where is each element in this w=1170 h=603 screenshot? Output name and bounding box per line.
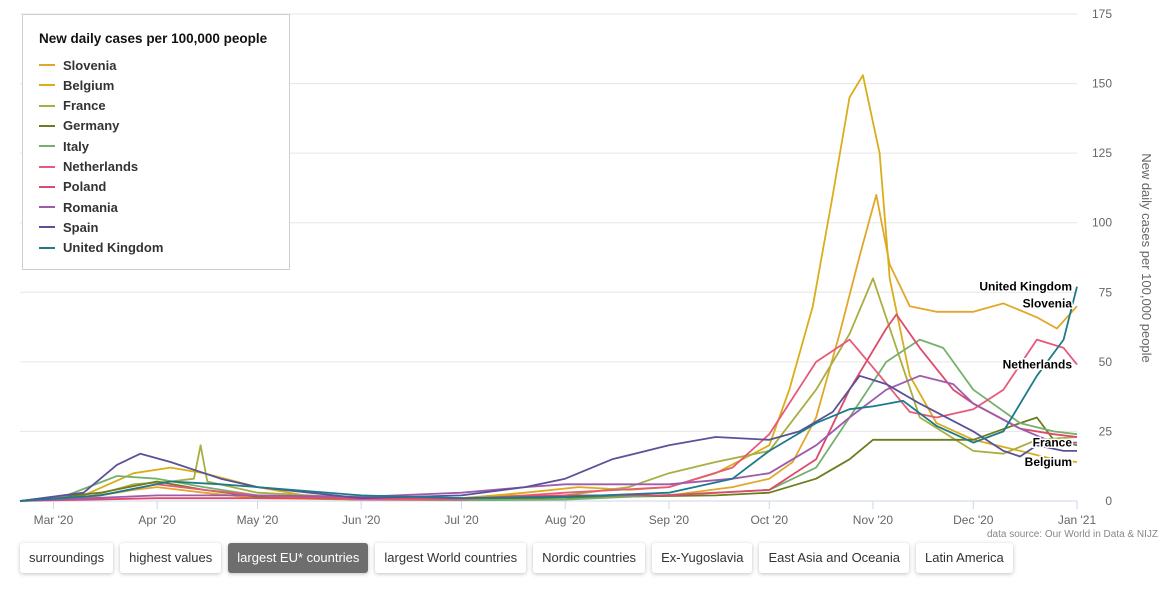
legend-label: Romania — [63, 199, 118, 215]
tab-east-asia-and-oceania[interactable]: East Asia and Oceania — [759, 543, 909, 573]
legend-item-united-kingdom[interactable]: United Kingdom — [39, 239, 163, 257]
x-tick-label: Mar '20 — [34, 513, 74, 527]
x-tick-label: Jun '20 — [342, 513, 381, 527]
x-tick-label: Nov '20 — [853, 513, 894, 527]
legend-label: France — [63, 98, 106, 114]
tab-largest-eu-countries[interactable]: largest EU* countries — [228, 543, 369, 573]
y-axis: 0 25 50 75 100 125 150 175 — [1092, 7, 1112, 508]
y-tick-label: 0 — [1105, 494, 1112, 508]
tab-latin-america[interactable]: Latin America — [915, 543, 1013, 573]
legend: New daily cases per 100,000 people Slove… — [22, 14, 290, 270]
legend-item-romania[interactable]: Romania — [39, 198, 118, 216]
x-tick-label: Oct '20 — [750, 513, 788, 527]
legend-item-france[interactable]: France — [39, 97, 106, 115]
legend-item-italy[interactable]: Italy — [39, 137, 89, 155]
end-label: United Kingdom — [979, 280, 1072, 294]
y-tick-label: 175 — [1092, 7, 1112, 21]
tab-nordic-countries[interactable]: Nordic countries — [533, 543, 646, 573]
end-label: Belgium — [1025, 455, 1072, 469]
legend-swatch — [39, 84, 55, 87]
series-line-italy[interactable] — [19, 338, 1078, 502]
x-axis: Mar '20 Apr '20 May '20 Jun '20 Jul '20 Aug '… — [34, 501, 1097, 527]
y-tick-label: 75 — [1099, 285, 1113, 299]
y-tick-label: 50 — [1099, 355, 1113, 369]
legend-swatch — [39, 124, 55, 127]
legend-item-spain[interactable]: Spain — [39, 218, 98, 236]
legend-swatch — [39, 185, 55, 188]
legend-item-netherlands[interactable]: Netherlands — [39, 158, 138, 176]
data-source-note: data source: Our World in Data & NIJZ — [987, 529, 1158, 540]
legend-label: Netherlands — [63, 159, 139, 174]
legend-swatch — [39, 64, 55, 66]
legend-title: New daily cases per 100,000 people — [39, 31, 268, 46]
series-line-spain[interactable] — [19, 374, 1077, 502]
x-tick-label: Apr '20 — [138, 513, 176, 527]
legend-swatch — [39, 145, 55, 148]
legend-swatch — [39, 165, 55, 168]
legend-label: Spain — [63, 219, 99, 235]
x-tick-label: Dec '20 — [953, 513, 994, 527]
tab-highest-values[interactable]: highest values — [120, 543, 222, 573]
series-line-germany[interactable] — [19, 416, 1078, 502]
end-label: France — [1033, 436, 1073, 450]
legend-item-germany[interactable]: Germany — [39, 117, 119, 135]
tab-ex-yugoslavia[interactable]: Ex-Yugoslavia — [652, 543, 753, 573]
legend-swatch — [39, 246, 55, 249]
legend-label: Slovenia — [63, 57, 117, 73]
end-label: Slovenia — [1023, 296, 1073, 310]
series-line-netherlands[interactable] — [19, 338, 1078, 502]
legend-label: United Kingdom — [63, 240, 164, 256]
legend-label: Germany — [63, 118, 120, 134]
series-lines — [19, 74, 1078, 502]
x-tick-label: Sep '20 — [649, 513, 690, 527]
legend-label: Belgium — [63, 77, 115, 93]
y-tick-label: 150 — [1092, 77, 1112, 91]
x-tick-label: Aug '20 — [545, 513, 586, 527]
chart-selector-tabs: surroundings highest values largest EU* co… — [20, 543, 1020, 573]
legend-label: Italy — [63, 138, 90, 154]
y-tick-label: 125 — [1092, 146, 1112, 160]
tab-largest-world-countries[interactable]: largest World countries — [375, 543, 527, 573]
series-line-poland[interactable] — [19, 313, 1078, 502]
x-tick-label: Jul '20 — [444, 513, 479, 527]
legend-swatch — [39, 206, 55, 209]
tab-surroundings[interactable]: surroundings — [20, 543, 114, 573]
legend-item-poland[interactable]: Poland — [39, 178, 106, 196]
series-line-united-kingdom[interactable] — [19, 286, 1078, 502]
x-tick-label: May '20 — [237, 513, 279, 527]
end-label: Netherlands — [1003, 358, 1073, 372]
legend-label: Poland — [63, 179, 107, 195]
end-labels: United Kingdom Slovenia Netherlands France B… — [978, 278, 1074, 470]
y-tick-label: 25 — [1099, 424, 1113, 438]
series-line-romania[interactable] — [19, 374, 1077, 502]
y-tick-label: 100 — [1092, 216, 1112, 230]
x-tick-label: Jan '21 — [1058, 513, 1097, 527]
legend-item-slovenia[interactable]: Slovenia — [39, 56, 116, 74]
series-line-slovenia[interactable] — [19, 194, 1078, 502]
series-line-france[interactable] — [19, 277, 1078, 502]
legend-swatch — [39, 104, 55, 107]
legend-swatch — [39, 226, 55, 229]
legend-item-belgium[interactable]: Belgium — [39, 76, 114, 94]
y-axis-title: New daily cases per 100,000 people — [1139, 153, 1154, 363]
